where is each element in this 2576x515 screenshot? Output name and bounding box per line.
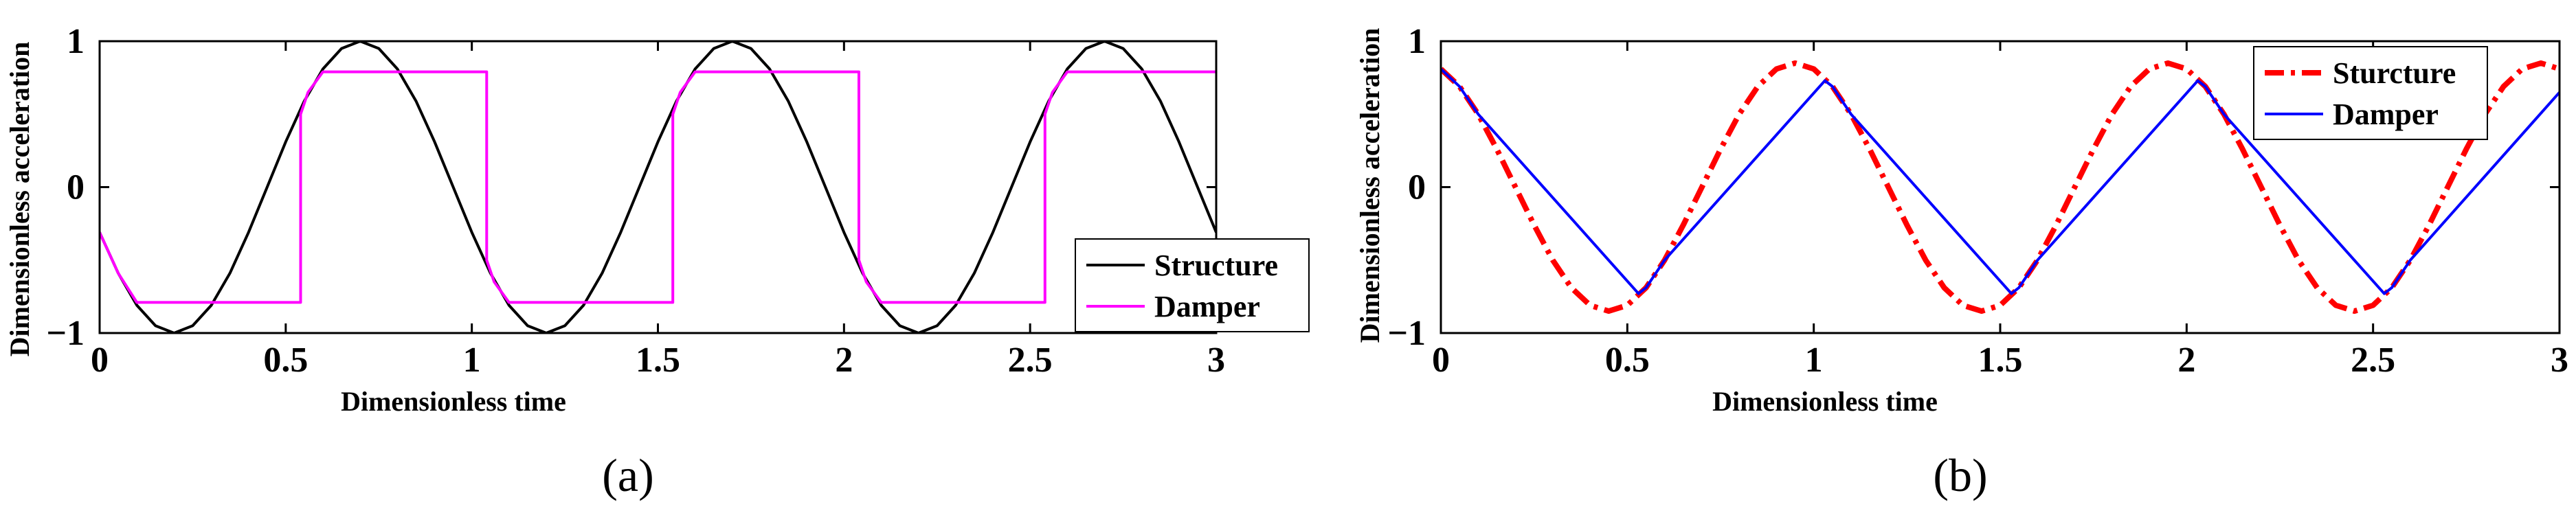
legend-box-b [2253, 46, 2488, 140]
y-axis-title-b: Dimensionless acceleration [1354, 28, 1385, 343]
x-tick-label-b: 0.5 [1605, 341, 1650, 380]
panel-label-a: (a) [602, 449, 653, 501]
chart-panel-a: 0 0.5 1 1.5 2 2.5 3 −101 Dimensionless time Di… [4, 22, 1310, 501]
x-tick-label-b: 0 [1432, 341, 1450, 380]
legend-b: Sturcture Damper [2253, 46, 2488, 140]
x-tick-label-a: 2 [835, 341, 853, 380]
y-tick-label-b: −1 [1387, 314, 1426, 353]
plot-area-a [98, 40, 1218, 334]
x-tick-label-a: 1 [463, 341, 481, 380]
x-tick-label-b: 1 [1805, 341, 1823, 380]
x-tick-label-b: 2.5 [2351, 341, 2395, 380]
legend-label-damper-a: Damper [1154, 290, 1260, 323]
y-axis-title-a: Dimensionless acceleration [4, 42, 35, 357]
y-tick-label-a: 0 [67, 168, 85, 207]
x-tick-label-b: 1.5 [1978, 341, 2023, 380]
plot-area-b [1440, 40, 2561, 334]
y-tick-labels-a: −1 0 1 [46, 22, 85, 353]
legend-label-structure-a: Structure [1154, 249, 1278, 282]
panel-label-b: (b) [1933, 449, 1987, 501]
legend-label-damper-b: Damper [2333, 98, 2439, 131]
x-tick-label-a: 0 [91, 341, 109, 380]
x-tick-label-a: 0.5 [263, 341, 308, 380]
y-tick-label-b: 1 [1408, 22, 1426, 61]
series-line-damper-a [100, 70, 1216, 304]
y-tick-label-a: 1 [67, 22, 85, 61]
y-tick-label-b: 0 [1408, 168, 1426, 207]
chart-panel-b: 0 0.5 1 1.5 2 2.5 3 −101 Dimensionless time Di… [1354, 22, 2568, 501]
legend-label-sturcture-b: Sturcture [2333, 56, 2456, 90]
x-tick-label-a: 3 [1207, 341, 1225, 380]
series-line-sturcture-b [1441, 60, 2560, 314]
x-tick-label-a: 2.5 [1008, 341, 1053, 380]
y-tick-label-a: −1 [46, 314, 85, 353]
x-axis-title-b: Dimensionless time [1712, 386, 1938, 417]
x-tick-labels-a: 0 0.5 1 1.5 2 2.5 3 [91, 341, 1225, 380]
x-tick-labels-b: 0 0.5 1 1.5 2 2.5 3 [1432, 341, 2568, 380]
x-tick-label-a: 1.5 [636, 341, 680, 380]
x-tick-label-b: 2 [2177, 341, 2195, 380]
y-tick-labels-b: −1 0 1 [1387, 22, 1426, 353]
legend-a: Structure Damper [1075, 238, 1310, 332]
x-tick-label-b: 3 [2551, 341, 2568, 380]
x-axis-title-a: Dimensionless time [341, 386, 566, 417]
legend-box-a [1075, 238, 1310, 332]
series-line-damper-b [1441, 67, 2560, 295]
series-line-structure-a [100, 41, 1216, 333]
